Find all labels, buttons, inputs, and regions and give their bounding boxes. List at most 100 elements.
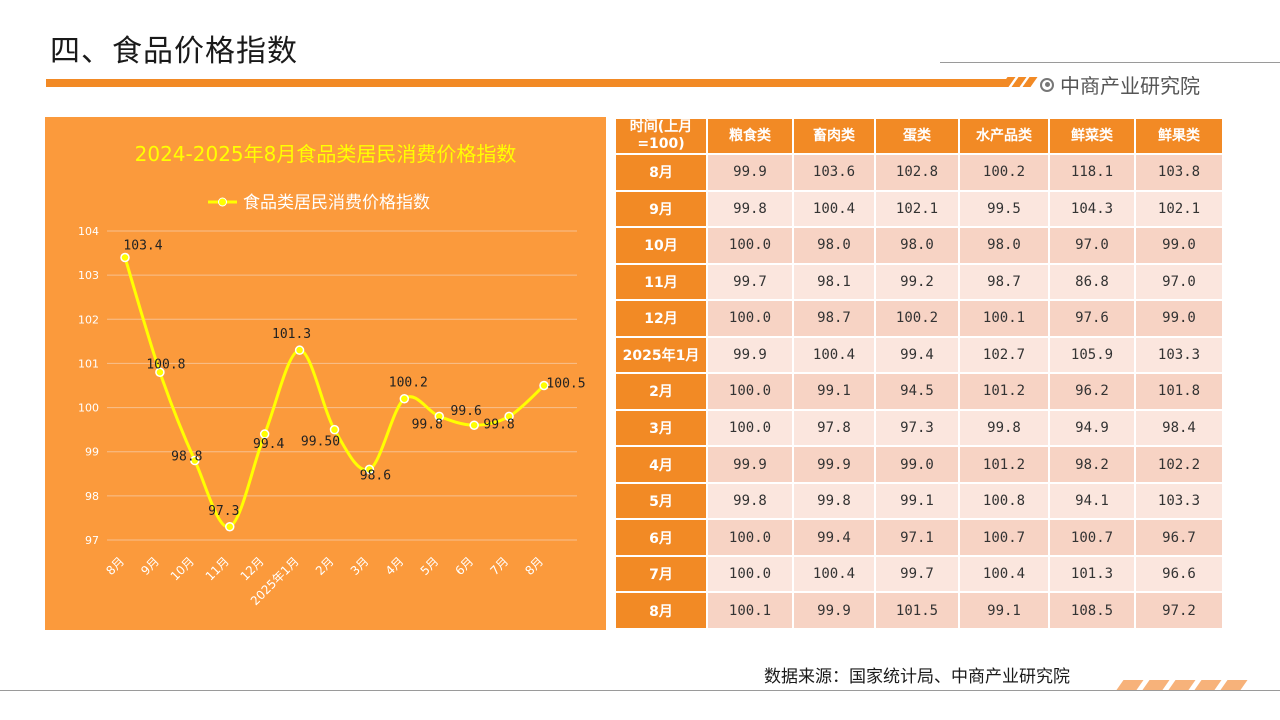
table-header-time: 时间(上月=100) xyxy=(614,117,708,155)
table-row: 2025年1月 99.9 100.4 99.4 102.7 105.9 103.3 xyxy=(614,335,1224,375)
data-point xyxy=(225,522,235,532)
data-label: 100.2 xyxy=(389,376,428,391)
table-row: 9月 99.8 100.4 102.1 99.5 104.3 102.1 xyxy=(614,189,1224,229)
table-cell: 97.0 xyxy=(1134,262,1224,302)
table-row-label: 7月 xyxy=(614,554,708,594)
data-label: 100.5 xyxy=(546,377,585,392)
data-point xyxy=(294,345,305,355)
table-header-4: 水产品类 xyxy=(958,117,1050,155)
table-cell: 99.8 xyxy=(706,189,794,229)
table-cell: 99.9 xyxy=(792,591,876,630)
table-cell: 100.0 xyxy=(706,518,794,557)
table-cell: 100.4 xyxy=(792,189,876,229)
table-cell: 98.4 xyxy=(1134,408,1224,448)
x-tick-label: 12月 xyxy=(238,554,267,583)
table-cell: 99.0 xyxy=(1134,226,1224,265)
legend-marker xyxy=(218,197,227,207)
table-row: 6月 100.0 99.4 97.1 100.7 100.7 96.7 xyxy=(614,518,1224,557)
table-cell: 98.2 xyxy=(1048,445,1136,484)
y-tick-label: 101 xyxy=(78,357,99,370)
table-header-6: 鲜果类 xyxy=(1134,117,1224,155)
data-label: 103.4 xyxy=(123,238,162,253)
table-cell: 100.1 xyxy=(958,299,1050,338)
data-label: 98.8 xyxy=(171,450,202,465)
table-cell: 100.0 xyxy=(706,554,794,594)
y-tick-label: 102 xyxy=(78,313,99,326)
table-cell: 96.2 xyxy=(1048,372,1136,411)
x-tick-label: 2月 xyxy=(313,554,337,578)
table-cell: 100.1 xyxy=(706,591,794,630)
x-tick-label: 8月 xyxy=(522,554,546,578)
table-header-1: 粮食类 xyxy=(706,117,794,155)
data-label: 101.3 xyxy=(272,327,311,342)
table-cell: 102.1 xyxy=(874,189,960,229)
header-stripes xyxy=(1000,77,1038,87)
data-label: 97.3 xyxy=(208,504,239,519)
data-point xyxy=(539,380,549,391)
table-cell: 94.5 xyxy=(874,372,960,411)
x-tick-label: 11月 xyxy=(203,554,232,583)
table-cell: 99.7 xyxy=(706,262,794,302)
table-row-label: 10月 xyxy=(614,226,708,265)
table-header-2: 畜肉类 xyxy=(792,117,876,155)
brand-name: 中商产业研究院 xyxy=(1060,74,1200,98)
table-cell: 99.8 xyxy=(958,408,1050,448)
table-cell: 99.1 xyxy=(874,481,960,521)
table-cell: 94.1 xyxy=(1048,481,1136,521)
x-tick-label: 5月 xyxy=(418,554,442,578)
series-line xyxy=(123,257,546,529)
table-cell: 99.7 xyxy=(874,554,960,594)
table-row: 2月 100.0 99.1 94.5 101.2 96.2 101.8 xyxy=(614,372,1224,411)
y-tick-label: 100 xyxy=(78,402,99,415)
x-tick-label: 3月 xyxy=(348,554,372,578)
table-cell: 97.1 xyxy=(874,518,960,557)
table-header-5: 鲜菜类 xyxy=(1048,117,1136,155)
footer-divider xyxy=(0,690,1280,691)
page-title: 四、食品价格指数 xyxy=(50,34,298,69)
data-label: 99.8 xyxy=(412,417,443,432)
table-cell: 100.8 xyxy=(958,481,1050,521)
data-label: 99.6 xyxy=(451,404,482,419)
footer-stripes xyxy=(1116,680,1248,690)
data-point xyxy=(434,411,444,422)
table-row: 11月 99.7 98.1 99.2 98.7 86.8 97.0 xyxy=(614,262,1224,302)
x-tick-label: 4月 xyxy=(383,554,407,578)
data-point xyxy=(259,429,270,439)
table-cell: 97.8 xyxy=(792,408,876,448)
table-cell: 99.1 xyxy=(792,372,876,411)
table-row: 8月 100.1 99.9 101.5 99.1 108.5 97.2 xyxy=(614,591,1224,630)
table-cell: 98.0 xyxy=(958,226,1050,265)
table-cell: 99.4 xyxy=(874,335,960,375)
table-cell: 100.7 xyxy=(1048,518,1136,557)
table-cell: 100.4 xyxy=(792,335,876,375)
table-header-row: 时间(上月=100) 粮食类 畜肉类 蛋类 水产品类 鲜菜类 鲜果类 xyxy=(614,117,1224,155)
data-label: 98.6 xyxy=(360,468,391,483)
table-cell: 96.7 xyxy=(1134,518,1224,557)
price-index-table: 时间(上月=100) 粮食类 畜肉类 蛋类 水产品类 鲜菜类 鲜果类 8月 99.9 103.6… xyxy=(614,117,1224,630)
data-point xyxy=(155,367,165,378)
table-cell: 100.0 xyxy=(706,299,794,338)
table-row-label: 9月 xyxy=(614,189,708,229)
header-accent-bar xyxy=(46,79,1006,87)
table-row-label: 5月 xyxy=(614,481,708,521)
table-cell: 101.8 xyxy=(1134,372,1224,411)
y-tick-label: 103 xyxy=(78,269,99,282)
table-row-label: 4月 xyxy=(614,445,708,484)
y-tick-label: 104 xyxy=(78,225,99,238)
table-row: 7月 100.0 100.4 99.7 100.4 101.3 96.6 xyxy=(614,554,1224,594)
table-cell: 108.5 xyxy=(1048,591,1136,630)
table-cell: 118.1 xyxy=(1048,153,1136,192)
table-row-label: 2月 xyxy=(614,372,708,411)
table-cell: 99.0 xyxy=(1134,299,1224,338)
table-cell: 100.0 xyxy=(706,226,794,265)
legend-label: 食品类居民消费价格指数 xyxy=(243,193,430,213)
table-cell: 100.0 xyxy=(706,372,794,411)
table-cell: 99.8 xyxy=(706,481,794,521)
table-cell: 105.9 xyxy=(1048,335,1136,375)
table-cell: 103.3 xyxy=(1134,481,1224,521)
table-row-label: 8月 xyxy=(614,591,708,630)
table-cell: 99.2 xyxy=(874,262,960,302)
table-cell: 100.4 xyxy=(792,554,876,594)
table-cell: 99.1 xyxy=(958,591,1050,630)
table-cell: 101.5 xyxy=(874,591,960,630)
